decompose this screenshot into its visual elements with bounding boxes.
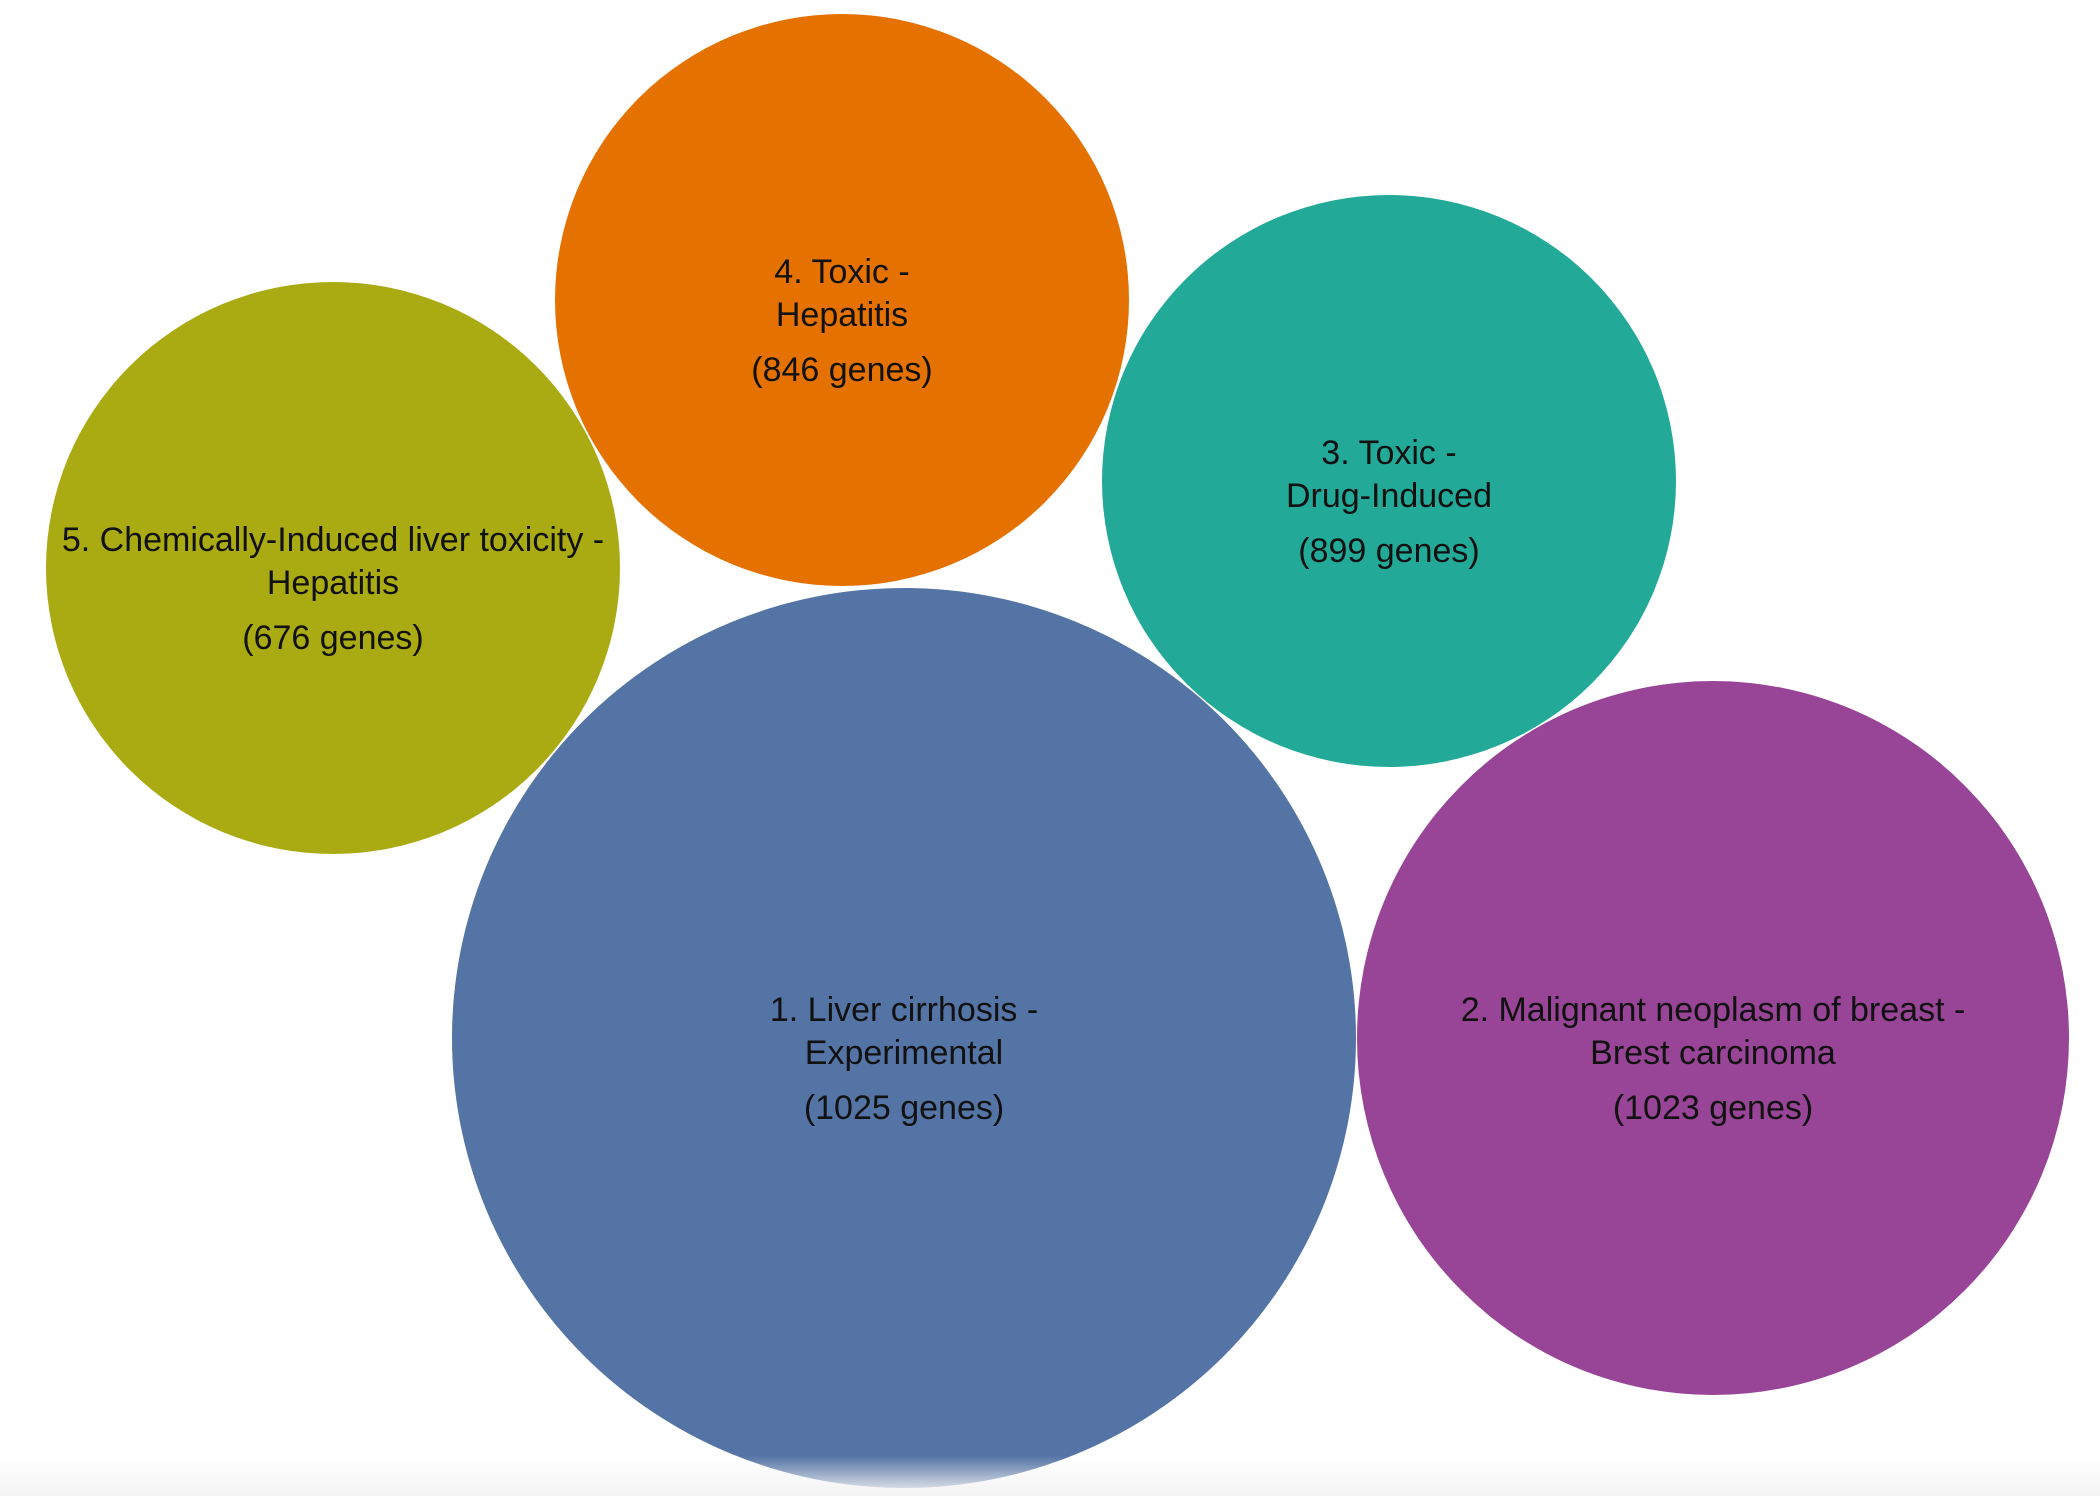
- bubble-label-line1-1: 1. Liver cirrhosis -: [770, 991, 1038, 1029]
- bubble-circle-2[interactable]: [1357, 681, 2069, 1395]
- bubble-gene-count-3: (899 genes): [1298, 532, 1479, 570]
- bubble-circle-5[interactable]: [46, 282, 620, 854]
- bubble-label-line1-2: 2. Malignant neoplasm of breast -: [1461, 991, 1966, 1029]
- bubble-label-line2-3: Drug-Induced: [1286, 477, 1492, 515]
- bubble-circle-3[interactable]: [1102, 195, 1676, 767]
- bubble-gene-count-2: (1023 genes): [1613, 1089, 1813, 1127]
- bubble-circle-1[interactable]: [452, 588, 1356, 1488]
- bottom-fade: [0, 1456, 2100, 1496]
- bubble-gene-count-5: (676 genes): [242, 619, 423, 657]
- bubble-circle-4[interactable]: [555, 14, 1129, 586]
- bubble-gene-count-4: (846 genes): [751, 351, 932, 389]
- bubble-gene-count-1: (1025 genes): [804, 1089, 1004, 1127]
- bubble-label-line1-4: 4. Toxic -: [774, 253, 909, 291]
- bubble-label-line2-1: Experimental: [805, 1034, 1003, 1072]
- bubble-label-line2-2: Brest carcinoma: [1590, 1034, 1836, 1072]
- bubble-label-line2-4: Hepatitis: [776, 296, 908, 334]
- bubble-3[interactable]: 3. Toxic - Drug-Induced (899 genes): [1102, 195, 1676, 767]
- bubble-2[interactable]: 2. Malignant neoplasm of breast - Brest c…: [1357, 681, 2069, 1395]
- bubble-label-line1-5: 5. Chemically-Induced liver toxicity -: [62, 521, 604, 559]
- bubble-1[interactable]: 1. Liver cirrhosis - Experimental (1025 ge…: [452, 588, 1356, 1488]
- bubble-5[interactable]: 5. Chemically-Induced liver toxicity - He…: [46, 282, 620, 854]
- bubble-label-line1-3: 3. Toxic -: [1321, 434, 1456, 472]
- bubble-label-line2-5: Hepatitis: [267, 564, 399, 602]
- bubble-4[interactable]: 4. Toxic - Hepatitis (846 genes): [555, 14, 1129, 586]
